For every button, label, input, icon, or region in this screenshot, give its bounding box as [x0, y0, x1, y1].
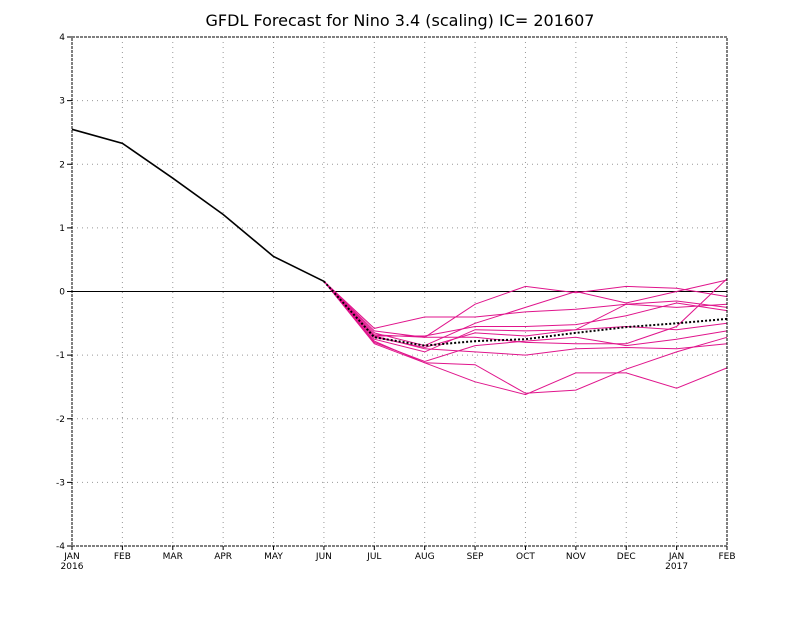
- observed-line: [71, 128, 325, 283]
- x-tick-label: AUG: [415, 552, 435, 562]
- observed-series: [71, 128, 325, 283]
- ensemble-member-line: [323, 279, 728, 347]
- x-tick-label: MAY: [264, 552, 283, 562]
- y-tick-label: -3: [56, 478, 65, 488]
- y-tick-label: 4: [59, 33, 65, 43]
- plot-frame: [67, 36, 728, 550]
- y-tick-label: -2: [56, 415, 65, 425]
- x-tick-label: DEC: [617, 552, 636, 562]
- x-tick-label: APR: [214, 552, 232, 562]
- ensemble-member-line: [323, 280, 728, 338]
- y-tick-label: 1: [59, 224, 65, 234]
- x-tick-label: JUL: [366, 552, 381, 562]
- x-year-label: 2016: [61, 562, 84, 572]
- x-tick-label: MAR: [163, 552, 183, 562]
- ensemble-member-line: [323, 280, 728, 396]
- y-tick-label: 3: [59, 97, 65, 107]
- y-tick-label: 0: [59, 288, 65, 298]
- x-tick-label: JUN: [315, 552, 332, 562]
- x-tick-label: JAN: [63, 552, 79, 562]
- x-tick-label: FEB: [114, 552, 131, 562]
- x-tick-label: OCT: [516, 552, 535, 562]
- chart-title: GFDL Forecast for Nino 3.4 (scaling) IC=…: [206, 11, 595, 30]
- x-tick-label: FEB: [718, 552, 735, 562]
- x-tick-label: JAN: [668, 552, 684, 562]
- y-tick-label: -4: [56, 542, 65, 552]
- ensemble-member-line: [323, 278, 728, 345]
- ensemble-member-line: [323, 280, 728, 353]
- ensemble-member-line: [323, 280, 728, 329]
- ensemble-mean-series: [323, 280, 728, 347]
- y-tick-label: 2: [59, 160, 65, 170]
- ensemble-mean-line: [323, 280, 728, 347]
- x-year-label: 2017: [665, 562, 688, 572]
- ensemble-member-line: [323, 280, 728, 394]
- y-tick-label: -1: [56, 351, 65, 361]
- grid-lines: [72, 37, 727, 546]
- x-tick-label: SEP: [467, 552, 484, 562]
- x-tick-label: NOV: [566, 552, 587, 562]
